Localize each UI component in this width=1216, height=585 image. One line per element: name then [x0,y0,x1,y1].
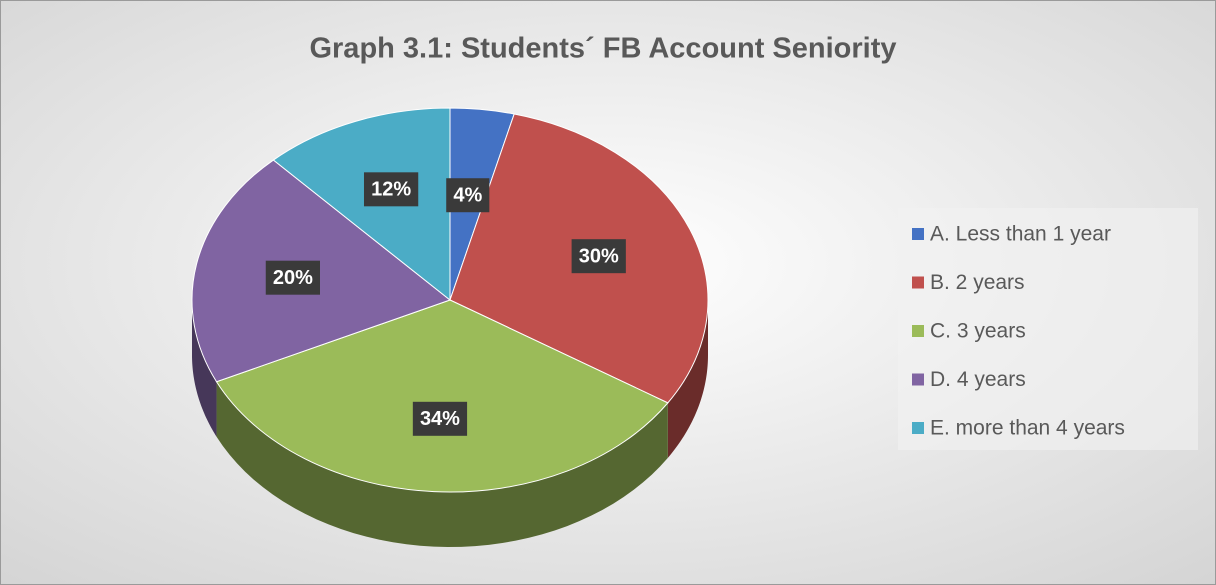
data-label-box [265,260,320,295]
legend-swatch [912,373,924,386]
legend-label: B. 2 years [930,271,1025,294]
data-label-box [412,401,468,436]
slice [191,159,452,383]
data-label-box [571,239,626,274]
slice-side [216,381,668,547]
legend-swatch [912,276,924,289]
legend-label: C. 3 years [930,320,1026,343]
legend-label: E. more than 4 years [930,417,1125,440]
legend-box [898,208,1198,450]
slice [272,107,451,302]
data-label-box [363,172,419,207]
data-label: 20% [273,267,313,289]
slice [215,299,669,493]
legend-label: A. Less than 1 year [930,223,1111,246]
data-label: 30% [579,245,619,267]
data-label: 4% [453,185,482,207]
legend-label: D. 4 years [930,368,1026,391]
data-label: 34% [420,408,460,430]
chart-title: Graph 3.1: Students´ FB Account Seniorit… [309,33,896,65]
slice-side [667,300,708,458]
legend-swatch [912,325,924,337]
legend-swatch [912,228,924,240]
legend-swatch [912,422,924,434]
data-label-box [446,178,490,213]
slice-side [192,300,217,437]
data-label: 12% [371,179,411,201]
